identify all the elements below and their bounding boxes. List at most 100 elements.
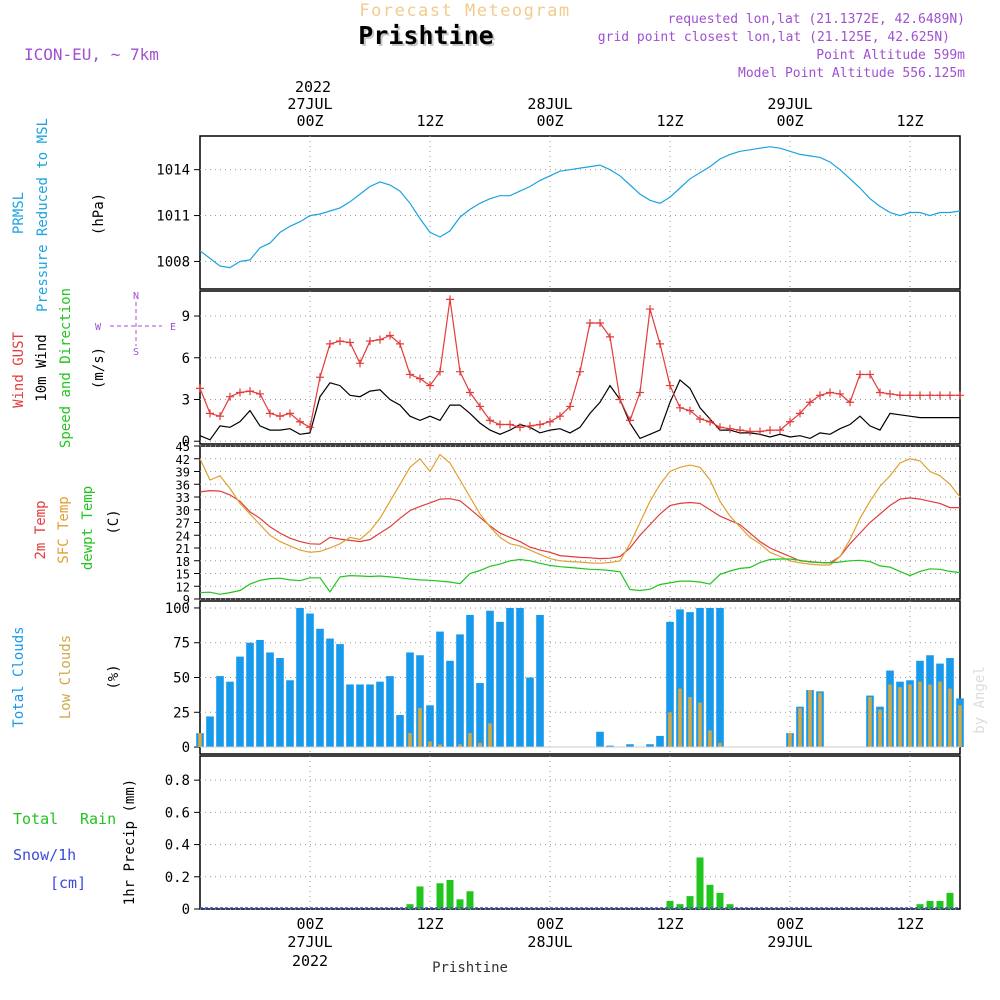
low-cloud-bar xyxy=(458,744,462,748)
low-cloud-bar xyxy=(898,687,902,748)
wind-gust-marker xyxy=(216,412,224,421)
total-cloud-bar xyxy=(306,613,314,748)
low-cloud-bar xyxy=(678,688,682,748)
wind-gust-marker xyxy=(766,426,774,435)
top-time-tick-label: 00Z xyxy=(776,112,803,130)
wind-gust-marker xyxy=(666,381,674,390)
total-cloud-bar xyxy=(676,609,684,748)
bottom-time-tick-label: 00Z xyxy=(536,915,563,933)
total-cloud-bar xyxy=(596,731,604,748)
wind-gust-marker xyxy=(956,391,964,400)
temperature-ytick-label: 21 xyxy=(176,542,190,556)
precip-ytick-label: 0.6 xyxy=(165,805,190,821)
low-cloud-bar xyxy=(938,681,942,748)
precip-label-snow: Snow/1h xyxy=(13,846,76,864)
top-time-tick-label: 12Z xyxy=(896,112,923,130)
rain-bar xyxy=(406,904,414,909)
wind-gust-marker xyxy=(406,370,414,379)
precip-ytick-label: 0.8 xyxy=(165,773,190,789)
low-cloud-bar xyxy=(418,708,422,748)
bottom-time-tick-label: 12Z xyxy=(416,915,443,933)
wind-gust-line xyxy=(199,299,960,433)
top-time-tick-label: 12Z xyxy=(416,112,443,130)
temperature-ytick-label: 27 xyxy=(176,517,190,531)
cloud-label-low: Low Clouds xyxy=(58,635,74,719)
model-label: ICON-EU, ~ 7km xyxy=(24,45,159,64)
wind-ytick-label: 3 xyxy=(182,392,190,408)
wind-gust-marker xyxy=(246,387,254,396)
wind-gust-marker xyxy=(426,381,434,390)
wind-gust-marker xyxy=(506,420,514,429)
low-cloud-bar xyxy=(818,692,822,748)
grid-point-coords: grid point closest lon,lat (21.125E, 42.… xyxy=(598,30,950,45)
bottom-time-tick-label: 12Z xyxy=(896,915,923,933)
low-cloud-bar xyxy=(688,696,692,748)
bottom-date-label: 28JUL xyxy=(527,933,572,951)
wind-gust-marker xyxy=(656,339,664,348)
total-cloud-bar xyxy=(666,621,674,748)
total-cloud-bar xyxy=(426,705,434,748)
precip-series xyxy=(200,857,960,909)
temp-unit: (C) xyxy=(106,509,122,534)
total-cloud-bar xyxy=(536,614,544,748)
pressure-unit: (hPa) xyxy=(91,193,107,235)
total-cloud-bar xyxy=(606,745,614,748)
low-cloud-bar xyxy=(428,741,432,748)
wind-gust-marker xyxy=(916,391,924,400)
wind-gust-marker xyxy=(896,391,904,400)
rain-bar xyxy=(446,880,454,909)
pressure-series xyxy=(199,146,961,269)
wind-gust-marker xyxy=(476,402,484,411)
wind-gust-marker xyxy=(496,420,504,429)
wind-gust-marker xyxy=(256,389,264,398)
y-tick-layer: 1008101110140369912151821242730333639424… xyxy=(156,163,200,918)
rain-bar xyxy=(416,886,424,909)
wind-gust-marker xyxy=(456,367,464,376)
compass-legend: N S W E xyxy=(95,291,176,358)
rain-bar xyxy=(686,896,694,909)
total-cloud-bar xyxy=(416,655,424,748)
wind-gust-marker xyxy=(796,409,804,418)
location-title: Prishtine xyxy=(358,21,493,50)
point-altitude: Point Altitude 599m xyxy=(816,48,965,63)
compass-west: W xyxy=(95,322,102,333)
pressure-line xyxy=(199,146,961,269)
compass-east: E xyxy=(170,322,176,333)
wind-gust-marker xyxy=(706,417,714,426)
wind-gust-marker xyxy=(396,339,404,348)
wind-gust-marker xyxy=(606,332,614,341)
top-date-label: 28JUL xyxy=(527,95,572,113)
wind-gust-marker xyxy=(936,391,944,400)
low-cloud-bar xyxy=(468,733,472,748)
total-cloud-bar xyxy=(506,607,514,748)
wind-gust-marker xyxy=(876,388,884,397)
total-cloud-bar xyxy=(526,677,534,748)
pressure-panel xyxy=(199,135,961,290)
temp-label-2m: 2m Temp xyxy=(33,500,49,559)
total-cloud-bar xyxy=(356,684,364,748)
precip-label-total: Total xyxy=(13,810,58,828)
temp-dewpt-line xyxy=(199,558,961,595)
total-cloud-bar xyxy=(386,676,394,748)
compass-north: N xyxy=(133,291,139,302)
temperature-ytick-label: 39 xyxy=(176,466,190,480)
wind-gust-marker xyxy=(576,367,584,376)
cloud-unit: (%) xyxy=(106,664,122,689)
wind-gust-marker xyxy=(556,412,564,421)
clouds-ytick-label: 25 xyxy=(173,705,190,721)
total-cloud-bar xyxy=(226,681,234,748)
total-cloud-bar xyxy=(336,644,344,748)
low-cloud-bar xyxy=(408,733,412,748)
grid-layer xyxy=(200,136,960,910)
total-cloud-bar xyxy=(706,607,714,748)
low-cloud-bar xyxy=(788,733,792,748)
wind-gust-marker xyxy=(696,414,704,423)
wind-gust-marker xyxy=(516,423,524,432)
rain-bar xyxy=(926,900,934,909)
total-cloud-bar xyxy=(696,607,704,748)
rain-bar xyxy=(456,899,464,909)
cloud-label-total: Total Clouds xyxy=(11,626,27,727)
wind-gust-marker xyxy=(366,337,374,346)
total-cloud-bar xyxy=(656,735,664,748)
